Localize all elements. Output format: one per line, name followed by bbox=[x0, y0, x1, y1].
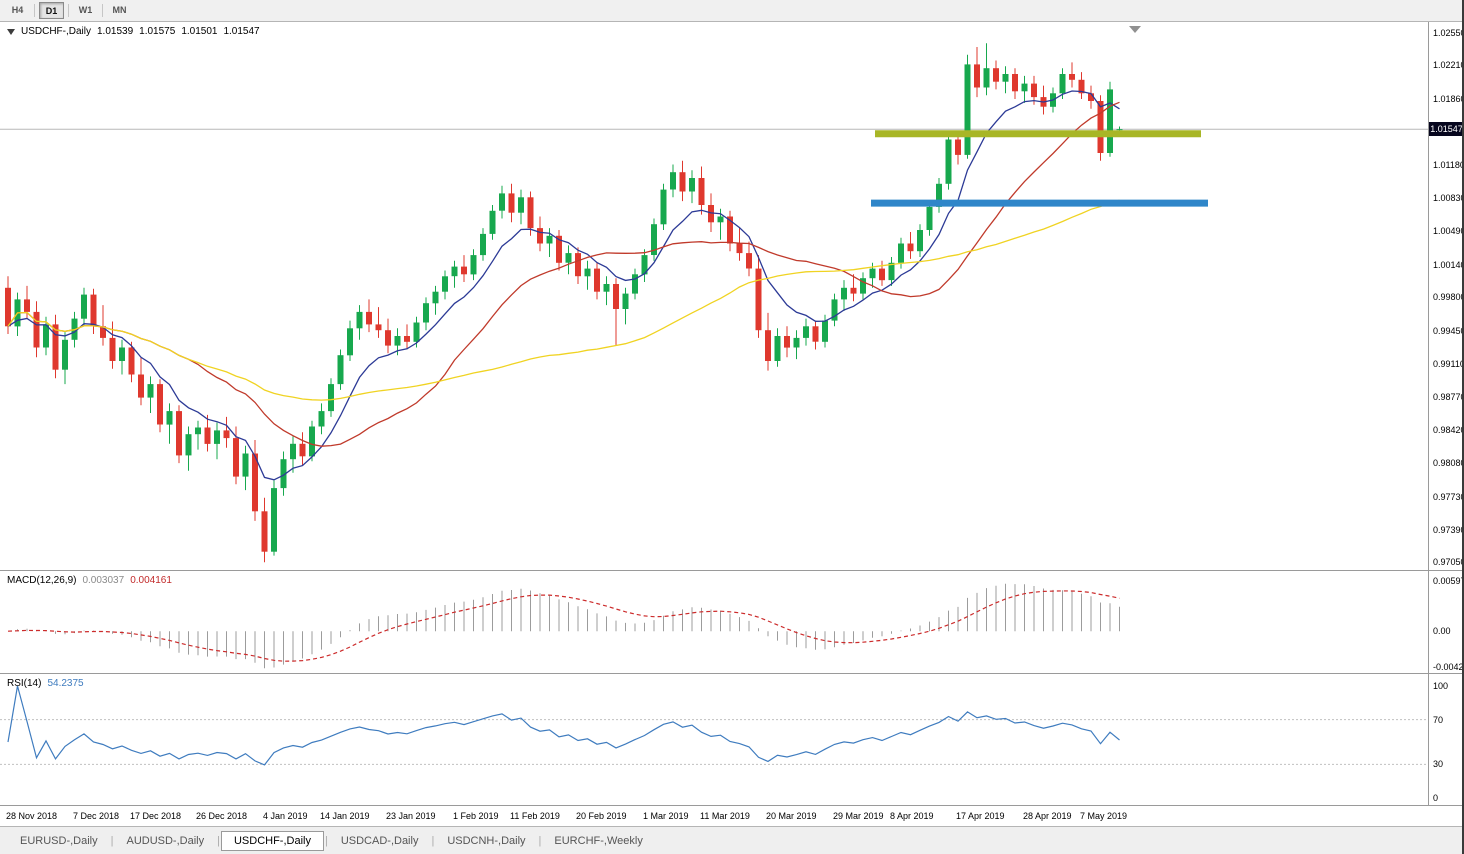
macd-histogram bbox=[17, 583, 1120, 669]
quote-low: 1.01501 bbox=[181, 26, 218, 37]
date-tick-label: 4 Jan 2019 bbox=[263, 811, 308, 821]
price-axis-label: 0.97050 bbox=[1433, 557, 1464, 567]
rsi-line bbox=[7, 685, 1120, 766]
tab-separator: | bbox=[217, 834, 220, 847]
chart-header: USDCHF-,Daily 1.01539 1.01575 1.01501 1.… bbox=[7, 26, 266, 37]
date-tick-label: 28 Nov 2018 bbox=[6, 811, 58, 821]
toolbar-separator bbox=[68, 4, 69, 17]
macd-signal-value: 0.004161 bbox=[130, 575, 172, 586]
chart-tab-audusd[interactable]: AUDUSD-,Daily bbox=[126, 834, 205, 847]
chart-tab-eurusd[interactable]: EURUSD-,Daily bbox=[20, 834, 98, 847]
price-chart-canvas[interactable] bbox=[0, 22, 1428, 570]
price-axis-label: -0.00424 bbox=[1433, 662, 1464, 672]
price-axis-label: 0.99450 bbox=[1433, 326, 1464, 336]
quote-close: 1.01547 bbox=[223, 26, 260, 37]
toolbar-separator bbox=[34, 4, 35, 17]
rsi-value: 54.2375 bbox=[47, 678, 84, 689]
macd-main-value: 0.003037 bbox=[82, 575, 125, 586]
price-axis-label: 0.99800 bbox=[1433, 292, 1464, 302]
price-axis-label: 0.00 bbox=[1433, 626, 1451, 636]
chart-tab-eurchf[interactable]: EURCHF-,Weekly bbox=[554, 834, 643, 847]
timeframe-button-h4[interactable]: H4 bbox=[11, 5, 24, 15]
chart-tab-usdchf[interactable]: USDCHF-,Daily bbox=[220, 830, 324, 851]
date-tick-label: 14 Jan 2019 bbox=[320, 811, 370, 821]
fast-ma-line bbox=[7, 90, 1120, 481]
price-axis-label: 1.01860 bbox=[1433, 94, 1464, 104]
chart-tab-usdcnh[interactable]: USDCNH-,Daily bbox=[447, 834, 526, 847]
time-axis[interactable]: 28 Nov 2018 7 Dec 2018 17 Dec 2018 26 Dec 2… bbox=[0, 806, 1462, 827]
price-axis-label: 1.00830 bbox=[1433, 193, 1464, 203]
date-tick-label: 17 Dec 2018 bbox=[130, 811, 182, 821]
date-tick-label: 8 Apr 2019 bbox=[890, 811, 934, 821]
macd-signal-line bbox=[7, 590, 1120, 662]
tab-separator: | bbox=[538, 834, 542, 847]
chart-shift-marker-icon[interactable] bbox=[1129, 26, 1141, 33]
date-tick-label: 11 Feb 2019 bbox=[510, 811, 560, 821]
date-tick-label: 1 Mar 2019 bbox=[643, 811, 689, 821]
symbol-dropdown-icon[interactable] bbox=[7, 28, 15, 35]
current-price-badge: 1.01547 bbox=[1429, 122, 1463, 136]
chart-symbol-label: USDCHF-,Daily bbox=[21, 26, 91, 37]
rsi-panel: RSI(14) 54.2375 100 70 30 0 bbox=[0, 674, 1462, 806]
date-tick-label: 11 Mar 2019 bbox=[700, 811, 750, 821]
rsi-label: RSI(14) bbox=[7, 678, 42, 689]
date-tick-label: 7 Dec 2018 bbox=[73, 811, 120, 821]
timeframe-toolbar: H4 D1 W1 MN bbox=[0, 0, 1462, 22]
toolbar-separator bbox=[102, 4, 103, 17]
macd-chart-canvas[interactable] bbox=[0, 571, 1428, 673]
price-axis-label: 0.98080 bbox=[1433, 458, 1464, 468]
price-axis-label: 1.02550 bbox=[1433, 28, 1464, 38]
main-chart-panel: USDCHF-,Daily 1.01539 1.01575 1.01501 1.… bbox=[0, 22, 1464, 571]
price-axis-label: 30 bbox=[1433, 759, 1444, 769]
rsi-header: RSI(14) 54.2375 bbox=[7, 678, 90, 689]
price-axis-label: 100 bbox=[1433, 681, 1449, 691]
price-axis-label: 70 bbox=[1433, 715, 1444, 725]
chart-tab-bar: EURUSD-,Daily | AUDUSD-,Daily | USDCHF-,Dail… bbox=[0, 827, 1462, 854]
rsi-chart-canvas[interactable] bbox=[0, 674, 1428, 805]
date-tick-label: 17 Apr 2019 bbox=[956, 811, 1005, 821]
macd-panel: MACD(12,26,9) 0.003037 0.004161 0.00597 0… bbox=[0, 571, 1464, 674]
price-axis-label: 0.98420 bbox=[1433, 425, 1464, 435]
date-tick-label: 29 Mar 2019 bbox=[833, 811, 884, 821]
macd-header: MACD(12,26,9) 0.003037 0.004161 bbox=[7, 575, 178, 586]
macd-label: MACD(12,26,9) bbox=[7, 575, 77, 586]
slow-ma-line bbox=[7, 199, 1120, 401]
quote-open: 1.01539 bbox=[97, 26, 134, 37]
price-axis-label: 0.98770 bbox=[1433, 392, 1464, 402]
price-axis-label: 0.00597 bbox=[1433, 576, 1464, 586]
price-axis-label: 0.97730 bbox=[1433, 492, 1464, 502]
medium-ma-line bbox=[7, 101, 1120, 447]
price-axis-label: 1.00140 bbox=[1433, 260, 1464, 270]
price-axis-label: 0.99110 bbox=[1433, 359, 1464, 369]
tab-separator: | bbox=[324, 834, 328, 847]
tab-separator: | bbox=[110, 834, 114, 847]
date-tick-label: 7 May 2019 bbox=[1080, 811, 1128, 821]
price-axis-label: 0.97390 bbox=[1433, 525, 1464, 535]
timeframe-button-w1[interactable]: W1 bbox=[78, 5, 93, 15]
timeframe-button-mn[interactable]: MN bbox=[112, 5, 127, 15]
chart-tab-usdcad[interactable]: USDCAD-,Daily bbox=[340, 834, 419, 847]
date-tick-label: 28 Apr 2019 bbox=[1023, 811, 1072, 821]
price-axis-label: 0 bbox=[1433, 793, 1439, 803]
timeframe-button-d1[interactable]: D1 bbox=[39, 2, 64, 19]
quote-high: 1.01575 bbox=[139, 26, 176, 37]
price-axis-label: 1.02210 bbox=[1433, 60, 1464, 70]
price-axis-separator bbox=[1428, 22, 1429, 806]
price-axis-label: 1.01180 bbox=[1433, 160, 1464, 170]
date-tick-label: 20 Mar 2019 bbox=[766, 811, 817, 821]
candlestick-series bbox=[5, 43, 1123, 563]
date-tick-label: 23 Jan 2019 bbox=[386, 811, 436, 821]
price-axis-label: 1.00490 bbox=[1433, 226, 1464, 236]
date-tick-label: 26 Dec 2018 bbox=[196, 811, 248, 821]
date-tick-label: 20 Feb 2019 bbox=[576, 811, 627, 821]
tab-separator: | bbox=[431, 834, 435, 847]
date-tick-label: 1 Feb 2019 bbox=[453, 811, 499, 821]
